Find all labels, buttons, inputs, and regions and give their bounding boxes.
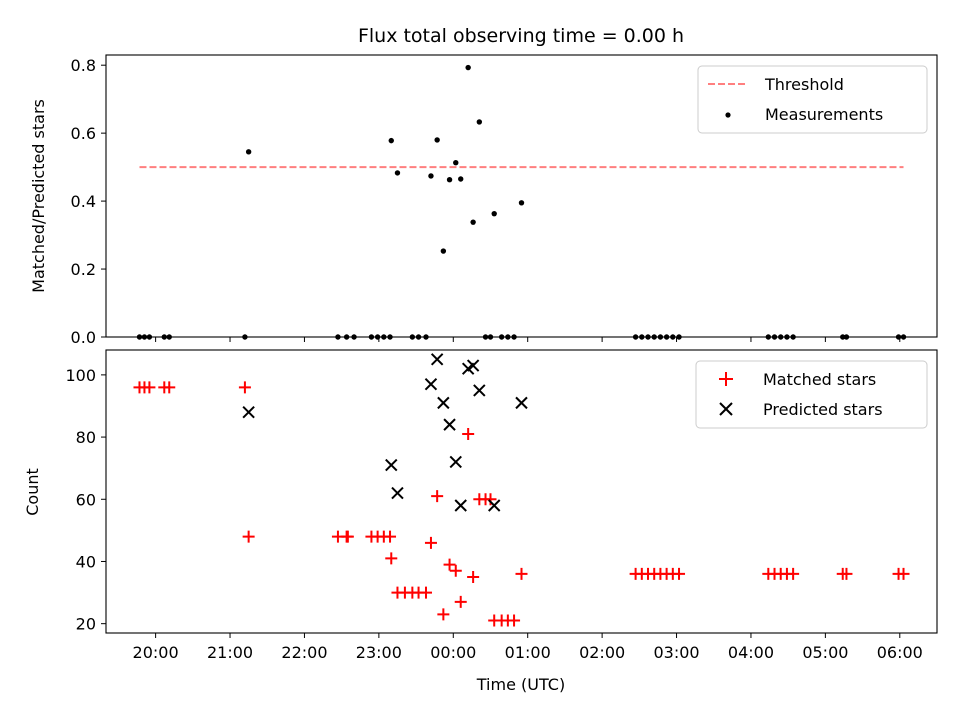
measurement-point <box>440 248 447 254</box>
matched-star-point <box>384 530 397 543</box>
top-y-axis: 0.0 0.2 0.4 0.6 0.8 <box>71 56 106 347</box>
bottom-ytick-label: 80 <box>76 428 96 447</box>
predicted-star-point <box>385 458 398 472</box>
predicted-star-point <box>443 418 456 431</box>
matched-star-point <box>385 552 398 565</box>
matched-star-point <box>143 381 156 394</box>
matched-star-point <box>242 530 255 543</box>
measurement-point <box>388 137 394 144</box>
bottom-panel-frame <box>105 349 938 634</box>
top-panel: 0.00.20.40.60.8 Matched/Predicted stars … <box>29 54 938 347</box>
matched-star-point <box>449 564 462 577</box>
top-legend: Threshold Measurements <box>697 65 928 134</box>
predicted-star-point <box>488 499 501 512</box>
matched-star-point <box>515 567 528 580</box>
measurement-point <box>245 149 252 155</box>
legend-matched-swatch <box>719 372 733 386</box>
matched-star-point <box>419 586 432 599</box>
matched-star-points <box>133 381 910 627</box>
predicted-star-point <box>391 486 404 500</box>
top-ytick-label: 0.4 <box>71 192 96 211</box>
legend-predicted-label: Predicted stars <box>763 400 883 419</box>
bottom-xtick-label: 03:00 <box>653 643 699 662</box>
bottom-xtick-label: 20:00 <box>133 643 179 662</box>
predicted-star-point <box>515 396 528 410</box>
predicted-star-point <box>449 455 462 469</box>
bottom-ytick-label: 60 <box>76 490 96 509</box>
predicted-star-point <box>242 405 255 419</box>
bottom-xtick-label: 02:00 <box>579 643 625 662</box>
top-ytick-label: 0.8 <box>71 56 96 75</box>
bottom-x-axis: 20:00 21:00 22:00 23:00 00:00 01:00 02:00 03:00… <box>133 633 923 662</box>
predicted-star-point <box>430 353 444 366</box>
bottom-y-axis: 20 40 60 80 100 <box>65 366 106 634</box>
bottom-ytick-label: 40 <box>76 552 96 571</box>
measurement-point <box>394 170 401 176</box>
matched-star-point <box>443 558 456 571</box>
matched-star-point <box>840 567 853 580</box>
predicted-star-point <box>454 499 467 512</box>
top-x-axis <box>155 337 901 342</box>
matched-star-point <box>454 595 467 608</box>
bottom-xtick-label: 21:00 <box>207 643 253 662</box>
legend-threshold-label: Threshold <box>764 75 844 94</box>
measurement-point <box>453 160 459 166</box>
matched-star-point <box>238 381 251 394</box>
matched-star-point <box>437 608 450 621</box>
top-ytick-label: 0.2 <box>71 260 96 279</box>
bottom-xtick-label: 23:00 <box>356 643 402 662</box>
legend-measurements-label: Measurements <box>765 105 883 124</box>
legend-predicted-swatch <box>719 402 733 416</box>
matched-star-point <box>341 530 354 543</box>
measurement-point <box>458 176 464 182</box>
top-panel-frame <box>105 54 938 338</box>
bottom-xtick-label: 01:00 <box>505 643 551 662</box>
measurement-point <box>434 137 440 143</box>
matched-star-point <box>897 567 910 580</box>
top-ytick-label: 0.0 <box>71 328 96 347</box>
matched-star-point <box>424 536 437 549</box>
measurement-point <box>518 200 525 206</box>
bottom-y-axis-label: Count <box>23 468 42 516</box>
matched-star-point <box>787 567 800 580</box>
top-ytick-label: 0.6 <box>71 124 96 143</box>
bottom-legend-box <box>695 360 928 429</box>
bottom-xtick-label: 06:00 <box>877 643 923 662</box>
measurement-point <box>470 219 476 225</box>
bottom-ytick-label: 20 <box>76 615 96 634</box>
bottom-xtick-label: 04:00 <box>728 643 774 662</box>
top-chart-title: Flux total observing time = 0.00 h <box>358 25 684 47</box>
bottom-x-axis-label: Time (UTC) <box>476 675 565 694</box>
predicted-star-point <box>466 359 480 372</box>
bottom-legend: Matched stars Predicted stars <box>695 360 928 429</box>
measurement-point <box>446 176 453 183</box>
legend-matched-label: Matched stars <box>763 370 876 389</box>
measurement-point <box>476 119 483 125</box>
predicted-star-point <box>473 384 486 397</box>
matched-star-point <box>163 381 176 394</box>
bottom-panel: 20 40 60 80 100 20:00 21:00 22:00 23:00 00:00 01:… <box>23 349 938 694</box>
bottom-xtick-label: 22:00 <box>281 643 327 662</box>
top-legend-box <box>697 65 928 134</box>
measurement-point <box>465 64 471 71</box>
matched-star-point <box>508 614 521 627</box>
matched-star-point <box>484 493 497 506</box>
predicted-star-points <box>242 353 528 512</box>
legend-measurements-swatch <box>725 112 731 118</box>
top-y-axis-label: Matched/Predicted stars <box>29 99 48 293</box>
measurement-point <box>428 173 434 179</box>
matched-star-point <box>462 427 475 440</box>
matched-star-point <box>467 571 480 584</box>
matched-star-point <box>431 490 444 503</box>
predicted-star-point <box>424 378 438 391</box>
matched-star-point <box>673 567 686 580</box>
bottom-xtick-label: 00:00 <box>430 643 476 662</box>
measurement-point <box>491 210 497 217</box>
bottom-ytick-label: 100 <box>65 366 96 385</box>
predicted-star-point <box>437 396 450 410</box>
bottom-xtick-label: 05:00 <box>802 643 848 662</box>
